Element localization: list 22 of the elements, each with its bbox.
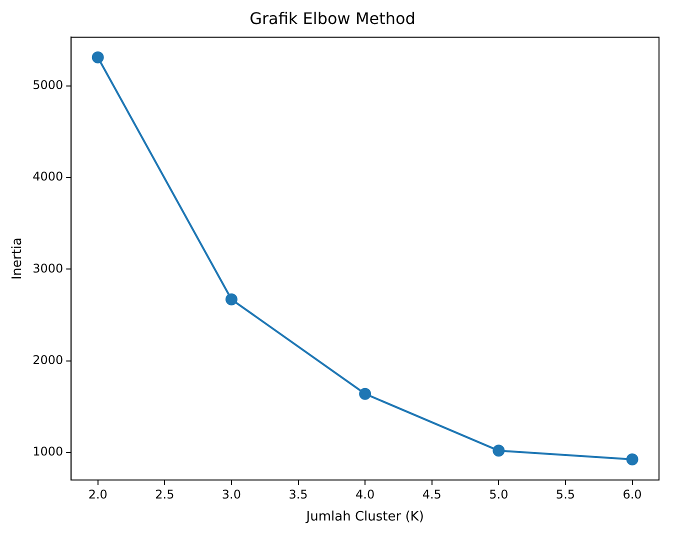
chart-title: Grafik Elbow Method bbox=[250, 8, 416, 28]
x-tick-label: 4.0 bbox=[356, 487, 375, 502]
x-tick-label: 4.5 bbox=[422, 487, 442, 502]
x-tick-label: 6.0 bbox=[622, 487, 642, 502]
point bbox=[492, 444, 505, 457]
x-tick-label: 3.0 bbox=[222, 487, 242, 502]
y-tick-label: 5000 bbox=[32, 78, 64, 92]
y-tick-label: 2000 bbox=[32, 352, 64, 367]
x-tick-label: 5.5 bbox=[556, 487, 576, 502]
x-tick-label: 2.0 bbox=[88, 487, 108, 502]
y-axis-title: Inertia bbox=[10, 238, 26, 280]
y-tick-label: 1000 bbox=[32, 444, 64, 459]
y-tick-label: 3000 bbox=[32, 261, 64, 276]
point bbox=[92, 51, 104, 64]
point bbox=[225, 293, 238, 306]
x-tick-label: 3.5 bbox=[288, 487, 308, 502]
x-tick-label: 2.5 bbox=[155, 487, 174, 502]
point bbox=[626, 453, 638, 466]
x-axis-title: Jumlah Cluster (K) bbox=[305, 510, 424, 525]
x-tick-label: 5.0 bbox=[489, 487, 508, 502]
point bbox=[359, 388, 372, 400]
y-tick-label: 4000 bbox=[32, 170, 64, 184]
